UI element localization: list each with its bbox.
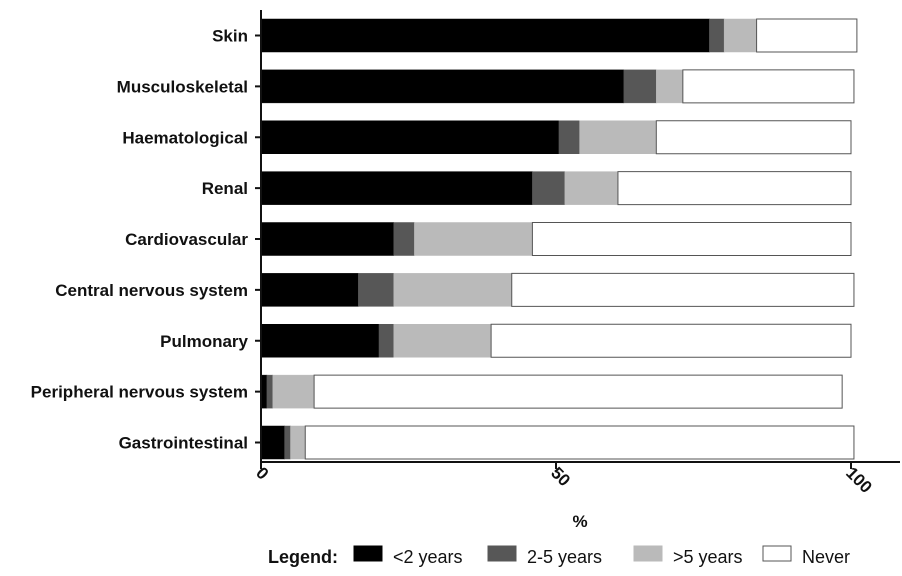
axes-layer <box>255 10 900 463</box>
x-axis-ticks: 0 50 100 <box>252 462 876 497</box>
bar-segment-5-years-skin <box>723 18 757 53</box>
bar-segment-2-years-central-nervous-system <box>260 273 359 307</box>
bar-segment-never-skin <box>756 18 858 53</box>
bar-segment-2-5-years-cardiovascular <box>393 222 415 256</box>
x-axis-title: % <box>572 512 587 531</box>
x-tick-label-50: 50 <box>547 463 574 490</box>
bar-segment-2-5-years-gastrointestinal <box>284 425 291 460</box>
bar-segment-2-5-years-musculoskeletal <box>623 69 657 104</box>
bar-segment-never-cardiovascular <box>531 222 852 256</box>
bar-segment-5-years-central-nervous-system <box>393 273 512 307</box>
x-tick-label-100: 100 <box>842 463 875 496</box>
bar-segment-2-years-renal <box>260 171 533 205</box>
bar-segment-2-years-haematological <box>260 120 560 154</box>
legend-swatch-3 <box>762 545 792 562</box>
bar-segment-5-years-renal <box>564 171 619 205</box>
bar-segment-5-years-gastrointestinal <box>290 425 306 460</box>
bar-segment-never-haematological <box>655 120 852 155</box>
legend-swatch-0 <box>353 545 383 562</box>
legend-swatch-2 <box>633 545 663 562</box>
bar-segment-5-years-peripheral-nervous-system <box>272 374 315 409</box>
bars-layer <box>260 18 858 460</box>
bar-segment-2-5-years-pulmonary <box>378 324 394 358</box>
bar-segment-5-years-cardiovascular <box>414 222 533 256</box>
bar-segment-2-years-pulmonary <box>260 324 380 358</box>
category-label-pulmonary: Pulmonary <box>160 332 248 351</box>
bar-segment-never-pulmonary <box>490 323 852 358</box>
legend-swatch-1 <box>487 545 517 562</box>
bar-segment-5-years-musculoskeletal <box>656 69 684 104</box>
bar-segment-2-years-skin <box>260 18 710 53</box>
legend-title: Legend: <box>268 547 338 567</box>
category-label-haematological: Haematological <box>122 128 248 147</box>
bar-segment-2-years-cardiovascular <box>260 222 394 256</box>
bar-segment-2-years-gastrointestinal <box>260 425 285 460</box>
bar-segment-never-renal <box>617 171 852 206</box>
bar-segment-never-peripheral-nervous-system <box>313 374 843 409</box>
legend: Legend: <2 years 2-5 years >5 years Never <box>268 545 850 567</box>
category-label-renal: Renal <box>202 179 248 198</box>
bar-segment-2-5-years-skin <box>709 18 725 53</box>
bar-segment-5-years-haematological <box>579 120 657 154</box>
category-label-cardiovascular: Cardiovascular <box>125 230 248 249</box>
legend-label-2: >5 years <box>673 547 743 567</box>
bar-segment-never-central-nervous-system <box>511 272 855 307</box>
category-label-gastrointestinal: Gastrointestinal <box>119 434 248 453</box>
legend-label-1: 2-5 years <box>527 547 602 567</box>
bar-segment-2-5-years-renal <box>532 171 566 205</box>
category-label-skin: Skin <box>212 27 248 46</box>
category-label-musculoskeletal: Musculoskeletal <box>117 77 248 96</box>
category-labels: Skin Musculoskeletal Haematological Renal Ca… <box>31 27 249 453</box>
category-label-central-nervous-system: Central nervous system <box>55 281 248 300</box>
bar-segment-2-5-years-peripheral-nervous-system <box>266 374 274 409</box>
bar-segment-2-years-musculoskeletal <box>260 69 625 104</box>
bar-segment-2-5-years-haematological <box>558 120 580 154</box>
legend-label-3: Never <box>802 547 850 567</box>
bar-segment-5-years-pulmonary <box>393 324 492 358</box>
bar-segment-never-musculoskeletal <box>682 69 855 104</box>
category-label-peripheral-nervous-system: Peripheral nervous system <box>31 383 248 402</box>
bar-segment-never-gastrointestinal <box>304 425 855 460</box>
x-tick-label-0: 0 <box>252 463 272 483</box>
bar-segment-2-5-years-central-nervous-system <box>358 273 395 307</box>
legend-label-0: <2 years <box>393 547 463 567</box>
